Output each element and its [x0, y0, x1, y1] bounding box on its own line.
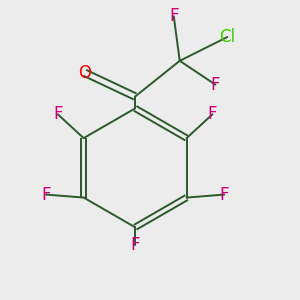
- Text: Cl: Cl: [219, 28, 235, 46]
- Text: F: F: [169, 7, 178, 25]
- Text: F: F: [53, 105, 63, 123]
- Text: F: F: [41, 186, 51, 204]
- Text: F: F: [220, 186, 229, 204]
- Text: F: F: [208, 105, 217, 123]
- Text: F: F: [130, 236, 140, 254]
- Text: F: F: [211, 76, 220, 94]
- Text: O: O: [78, 64, 91, 82]
